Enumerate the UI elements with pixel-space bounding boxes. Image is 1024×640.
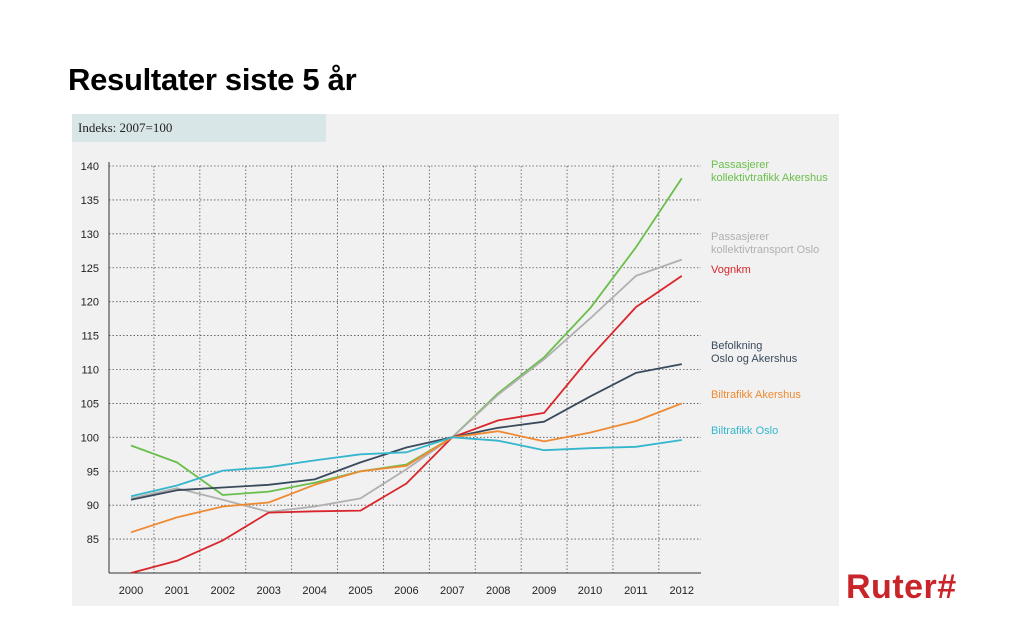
series-line [130, 177, 683, 496]
series-line [130, 436, 682, 498]
series-layer [130, 177, 683, 574]
y-tick-label: 95 [87, 466, 99, 478]
x-tick-label: 2006 [394, 585, 418, 597]
y-tick-label: 110 [81, 365, 99, 377]
legend-label: Passasjerer kollektivtransport Oslo [711, 231, 819, 256]
series-line [130, 363, 682, 501]
y-tick-label: 105 [81, 398, 99, 410]
legend-layer: Passasjerer kollektivtrafikk Akershus Pass… [711, 159, 828, 437]
ruter-logo: Ruter# [846, 568, 957, 606]
series-line [130, 402, 683, 534]
x-tick-label: 2009 [532, 585, 556, 597]
slide-title: Resultater siste 5 år [68, 62, 357, 97]
x-tick-label: 2002 [211, 585, 235, 597]
x-tick-label: 2000 [119, 585, 143, 597]
y-tick-label: 125 [81, 263, 99, 275]
series-line [130, 258, 683, 513]
y-tick-label: 85 [87, 534, 99, 546]
y-tick-label: 120 [81, 297, 99, 309]
x-tick-label: 2012 [670, 585, 694, 597]
x-tick-label: 2003 [256, 585, 280, 597]
axis-layer: 85 90 95 100 105 110 115 120 125 130 135 140 2000 200… [81, 161, 701, 597]
y-tick-label: 115 [81, 331, 99, 343]
legend-label: Befolkning Oslo og Akershus [711, 340, 798, 365]
y-tick-label: 90 [87, 500, 99, 512]
x-tick-label: 2007 [440, 585, 464, 597]
x-tick-label: 2001 [165, 585, 189, 597]
legend-label: Passasjerer kollektivtrafikk Akershus [711, 159, 828, 184]
y-tick-label: 140 [81, 161, 99, 173]
legend-label: Vognkm [711, 264, 751, 276]
x-tick-label: 2011 [624, 585, 648, 597]
x-tick-label: 2005 [348, 585, 372, 597]
x-tick-label: 2010 [578, 585, 602, 597]
y-tick-label: 135 [81, 195, 99, 207]
x-tick-label: 2008 [486, 585, 510, 597]
chart-subtitle: Indeks: 2007=100 [72, 114, 326, 142]
series-line [130, 275, 683, 574]
legend-label: Biltrafikk Oslo [711, 425, 778, 437]
x-tick-label: 2004 [302, 585, 326, 597]
legend-label: Biltrafikk Akershus [711, 389, 801, 401]
y-tick-label: 100 [81, 432, 99, 444]
y-tick-label: 130 [81, 229, 99, 241]
grid-layer [108, 165, 701, 573]
